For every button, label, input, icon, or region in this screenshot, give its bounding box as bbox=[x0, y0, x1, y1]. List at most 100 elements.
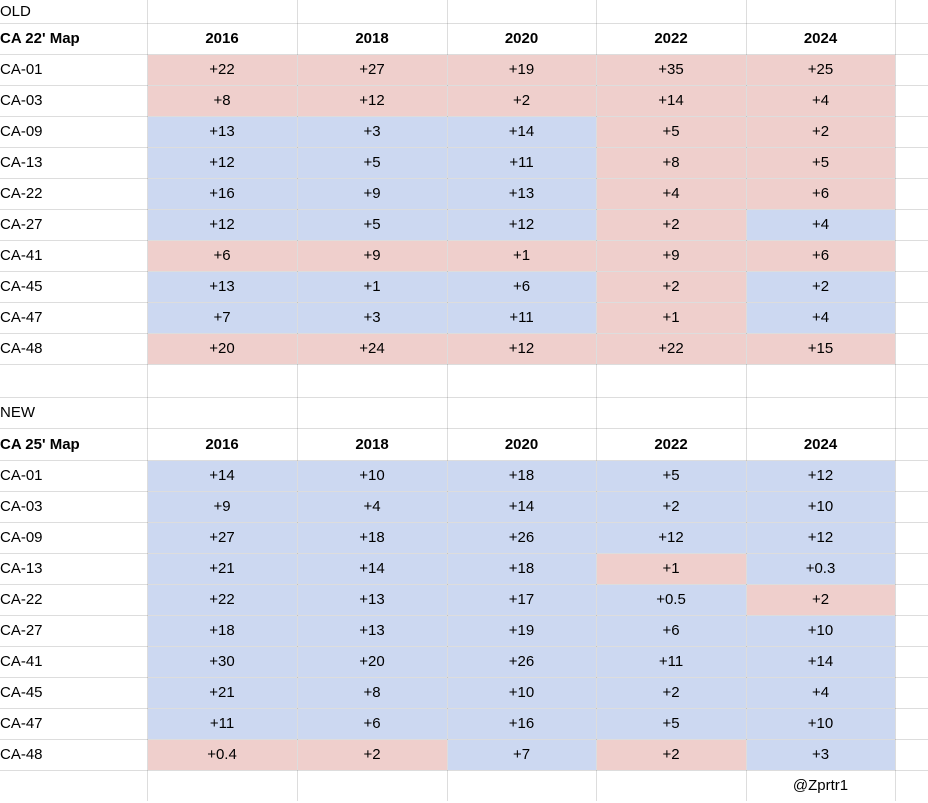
empty-cell[interactable] bbox=[146, 0, 298, 24]
value-cell[interactable]: +7 bbox=[146, 301, 298, 334]
value-cell[interactable]: +8 bbox=[595, 146, 747, 179]
value-cell[interactable]: +19 bbox=[446, 614, 597, 647]
empty-cell[interactable] bbox=[0, 769, 148, 801]
value-cell[interactable]: +2 bbox=[595, 270, 747, 303]
value-cell[interactable]: +12 bbox=[296, 84, 448, 117]
value-cell[interactable]: +5 bbox=[595, 459, 747, 492]
empty-cell[interactable] bbox=[894, 270, 928, 303]
empty-cell[interactable] bbox=[446, 769, 597, 801]
empty-cell[interactable] bbox=[894, 552, 928, 585]
value-cell[interactable]: +27 bbox=[146, 521, 298, 554]
value-cell[interactable]: +25 bbox=[745, 53, 896, 86]
empty-cell[interactable] bbox=[894, 53, 928, 86]
empty-cell[interactable] bbox=[146, 396, 298, 429]
district-cell[interactable]: CA-41 bbox=[0, 645, 148, 678]
year-header[interactable]: 2022 bbox=[595, 22, 747, 55]
value-cell[interactable]: +5 bbox=[745, 146, 896, 179]
value-cell[interactable]: +9 bbox=[296, 177, 448, 210]
value-cell[interactable]: +4 bbox=[296, 490, 448, 523]
district-cell[interactable]: CA-27 bbox=[0, 208, 148, 241]
value-cell[interactable]: +2 bbox=[745, 270, 896, 303]
district-cell[interactable]: CA-01 bbox=[0, 53, 148, 86]
empty-cell[interactable] bbox=[894, 332, 928, 365]
district-cell[interactable]: CA-09 bbox=[0, 521, 148, 554]
value-cell[interactable]: +1 bbox=[446, 239, 597, 272]
value-cell[interactable]: +13 bbox=[446, 177, 597, 210]
value-cell[interactable]: +18 bbox=[296, 521, 448, 554]
value-cell[interactable]: +6 bbox=[296, 707, 448, 740]
value-cell[interactable]: +0.5 bbox=[595, 583, 747, 616]
empty-cell[interactable] bbox=[595, 0, 747, 24]
value-cell[interactable]: +5 bbox=[296, 208, 448, 241]
value-cell[interactable]: +6 bbox=[745, 239, 896, 272]
value-cell[interactable]: +15 bbox=[745, 332, 896, 365]
value-cell[interactable]: +20 bbox=[146, 332, 298, 365]
value-cell[interactable]: +12 bbox=[146, 208, 298, 241]
district-cell[interactable]: CA-41 bbox=[0, 239, 148, 272]
value-cell[interactable]: +2 bbox=[745, 583, 896, 616]
value-cell[interactable]: +3 bbox=[745, 738, 896, 771]
empty-cell[interactable] bbox=[446, 396, 597, 429]
value-cell[interactable]: +12 bbox=[745, 521, 896, 554]
map-label-new[interactable]: CA 25' Map bbox=[0, 427, 148, 461]
empty-cell[interactable] bbox=[894, 396, 928, 429]
value-cell[interactable]: +0.3 bbox=[745, 552, 896, 585]
value-cell[interactable]: +19 bbox=[446, 53, 597, 86]
district-cell[interactable]: CA-45 bbox=[0, 676, 148, 709]
year-header[interactable]: 2022 bbox=[595, 427, 747, 461]
value-cell[interactable]: +6 bbox=[595, 614, 747, 647]
district-cell[interactable]: CA-03 bbox=[0, 84, 148, 117]
value-cell[interactable]: +1 bbox=[595, 301, 747, 334]
district-cell[interactable]: CA-27 bbox=[0, 614, 148, 647]
district-cell[interactable]: CA-01 bbox=[0, 459, 148, 492]
value-cell[interactable]: +2 bbox=[595, 490, 747, 523]
empty-cell[interactable] bbox=[595, 363, 747, 398]
district-cell[interactable]: CA-13 bbox=[0, 552, 148, 585]
empty-cell[interactable] bbox=[296, 363, 448, 398]
empty-cell[interactable] bbox=[894, 738, 928, 771]
empty-cell[interactable] bbox=[894, 363, 928, 398]
empty-cell[interactable] bbox=[894, 84, 928, 117]
empty-cell[interactable] bbox=[745, 396, 896, 429]
value-cell[interactable]: +13 bbox=[146, 115, 298, 148]
value-cell[interactable]: +4 bbox=[595, 177, 747, 210]
value-cell[interactable]: +9 bbox=[146, 490, 298, 523]
empty-cell[interactable] bbox=[296, 0, 448, 24]
value-cell[interactable]: +10 bbox=[745, 614, 896, 647]
value-cell[interactable]: +24 bbox=[296, 332, 448, 365]
value-cell[interactable]: +10 bbox=[446, 676, 597, 709]
value-cell[interactable]: +10 bbox=[745, 490, 896, 523]
value-cell[interactable]: +2 bbox=[296, 738, 448, 771]
value-cell[interactable]: +6 bbox=[446, 270, 597, 303]
value-cell[interactable]: +27 bbox=[296, 53, 448, 86]
empty-cell[interactable] bbox=[296, 769, 448, 801]
empty-cell[interactable] bbox=[146, 363, 298, 398]
value-cell[interactable]: +14 bbox=[146, 459, 298, 492]
empty-cell[interactable] bbox=[894, 707, 928, 740]
value-cell[interactable]: +11 bbox=[446, 146, 597, 179]
section-label-old[interactable]: OLD bbox=[0, 0, 148, 24]
value-cell[interactable]: +9 bbox=[595, 239, 747, 272]
value-cell[interactable]: +12 bbox=[446, 208, 597, 241]
value-cell[interactable]: +2 bbox=[595, 208, 747, 241]
empty-cell[interactable] bbox=[894, 676, 928, 709]
empty-cell[interactable] bbox=[894, 239, 928, 272]
value-cell[interactable]: +11 bbox=[146, 707, 298, 740]
empty-cell[interactable] bbox=[745, 0, 896, 24]
value-cell[interactable]: +5 bbox=[595, 707, 747, 740]
district-cell[interactable]: CA-22 bbox=[0, 583, 148, 616]
empty-cell[interactable] bbox=[894, 146, 928, 179]
value-cell[interactable]: +17 bbox=[446, 583, 597, 616]
value-cell[interactable]: +13 bbox=[296, 614, 448, 647]
value-cell[interactable]: +6 bbox=[745, 177, 896, 210]
empty-cell[interactable] bbox=[894, 614, 928, 647]
district-cell[interactable]: CA-09 bbox=[0, 115, 148, 148]
value-cell[interactable]: +11 bbox=[595, 645, 747, 678]
district-cell[interactable]: CA-03 bbox=[0, 490, 148, 523]
value-cell[interactable]: +3 bbox=[296, 115, 448, 148]
value-cell[interactable]: +20 bbox=[296, 645, 448, 678]
value-cell[interactable]: +5 bbox=[595, 115, 747, 148]
value-cell[interactable]: +5 bbox=[296, 146, 448, 179]
empty-cell[interactable] bbox=[745, 363, 896, 398]
empty-cell[interactable] bbox=[894, 490, 928, 523]
